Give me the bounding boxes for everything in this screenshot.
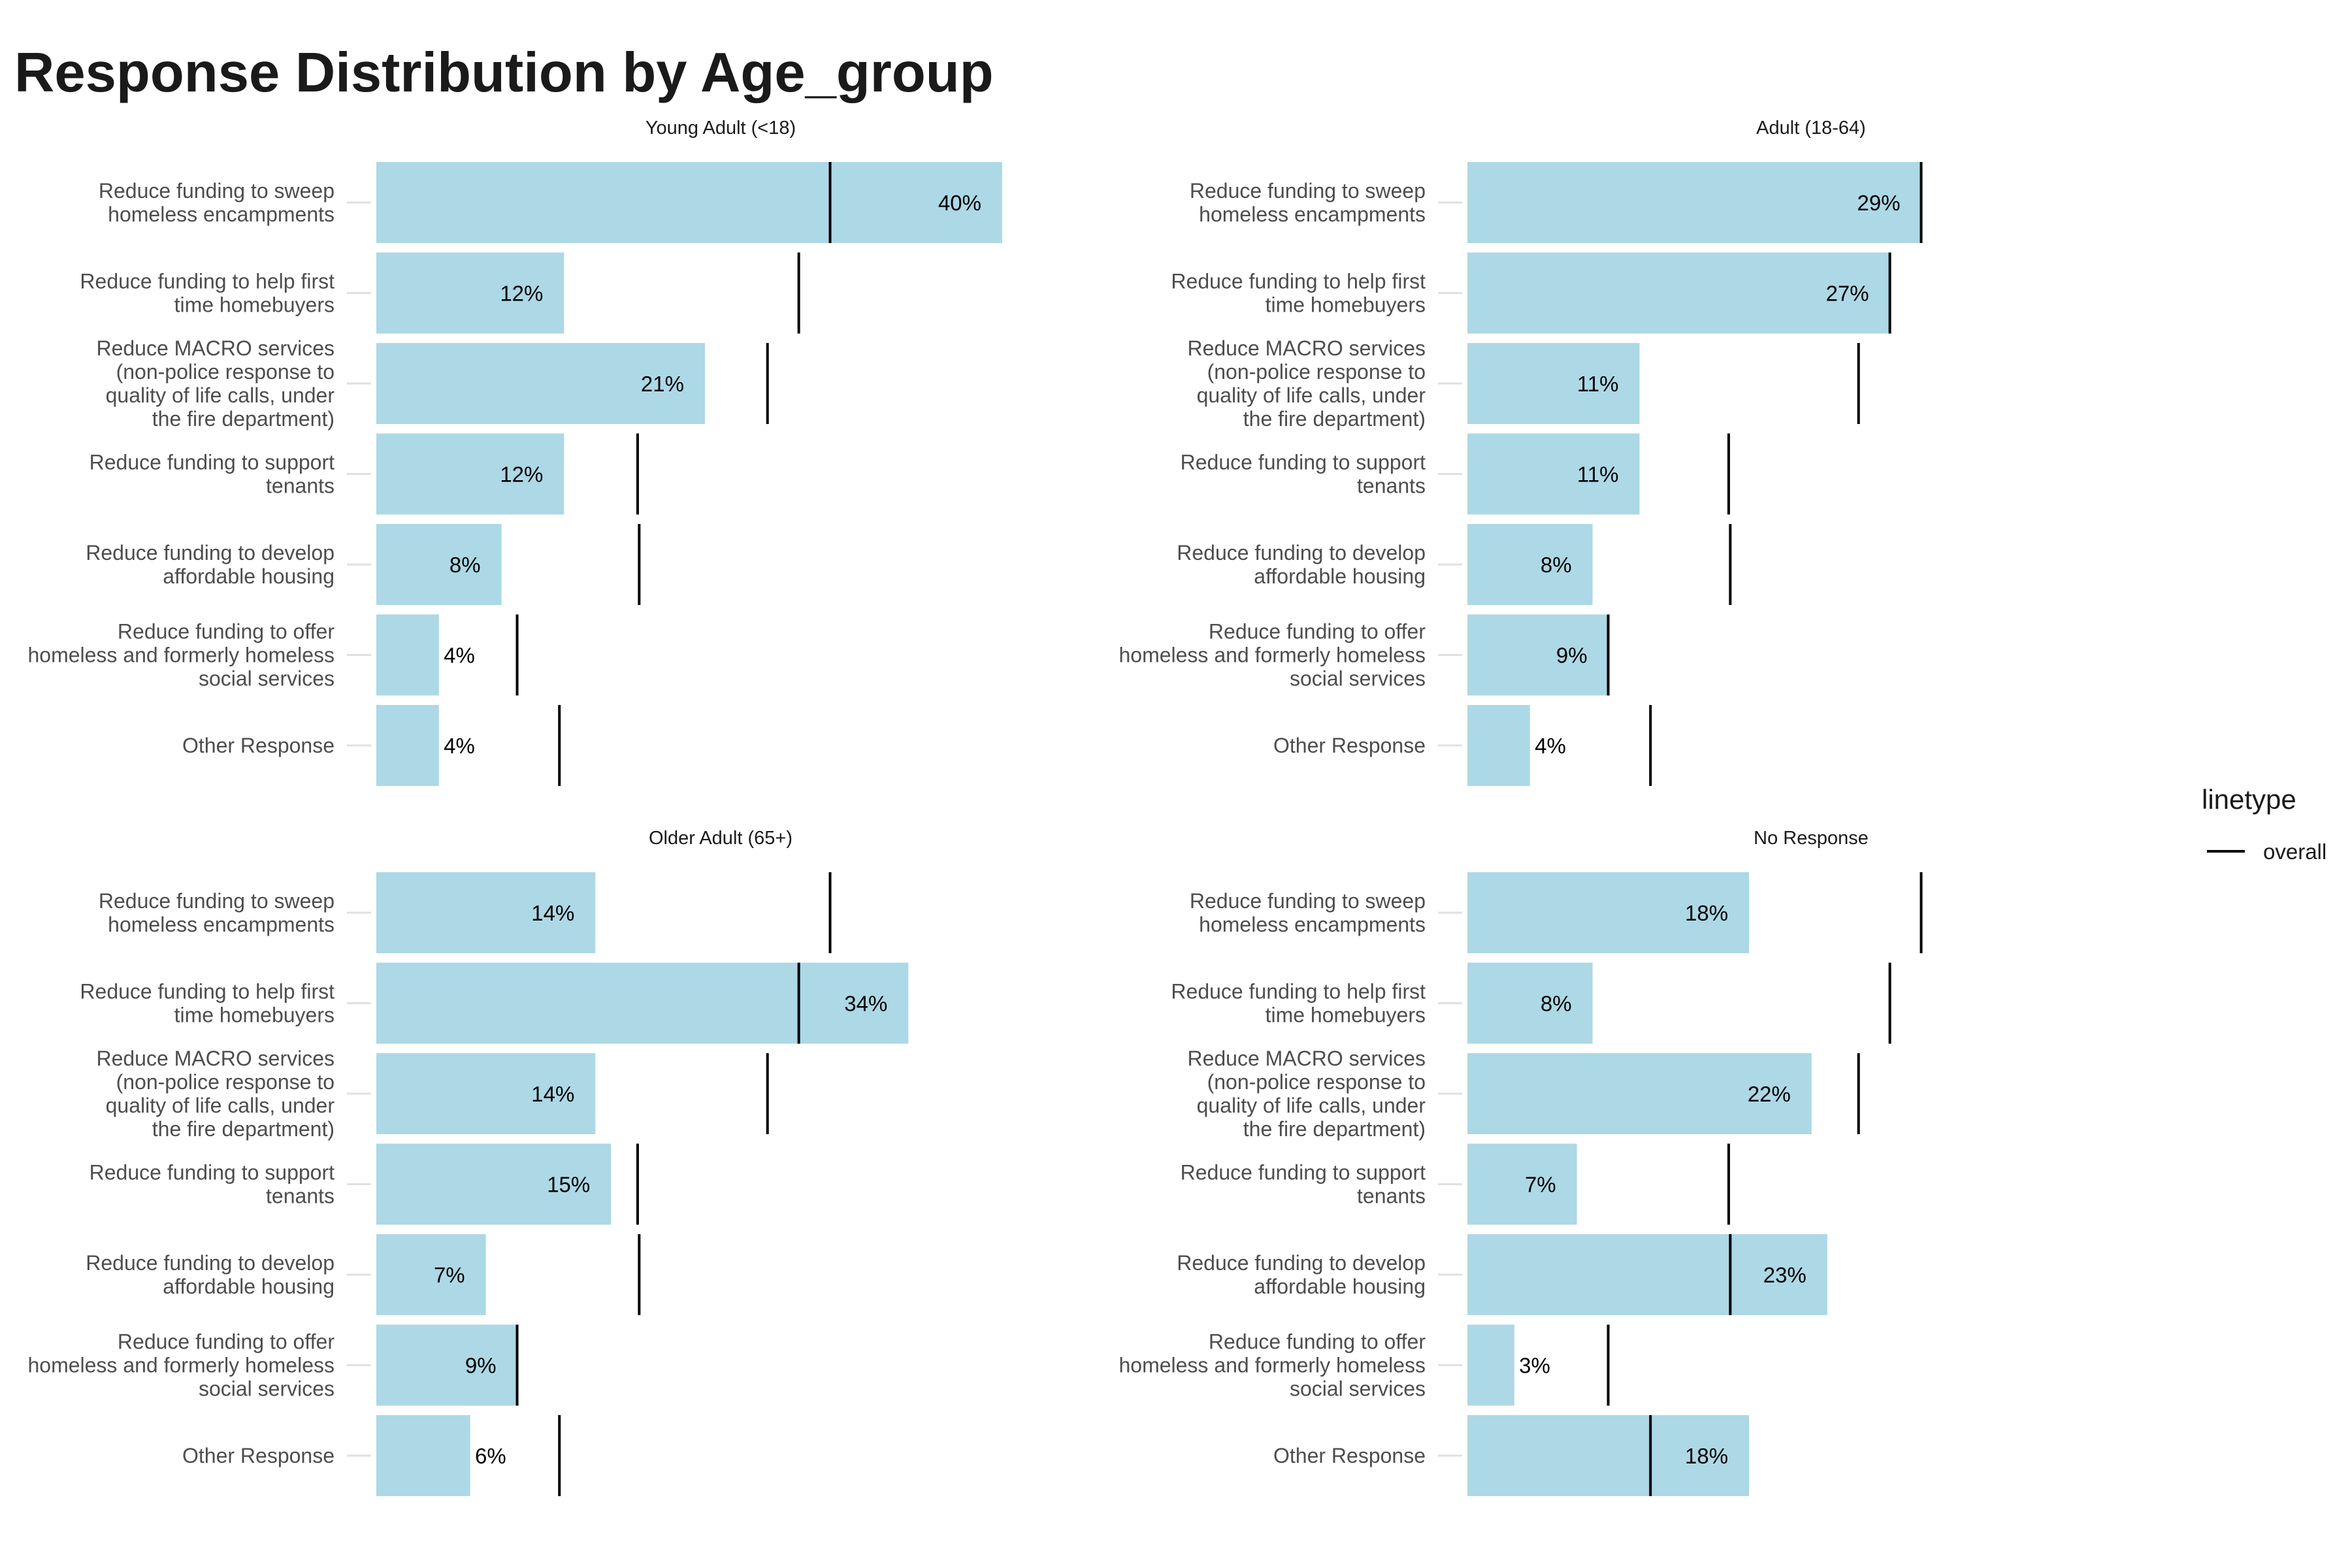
category-label: Reduce funding to sweep homeless encampme… [1190,889,1426,936]
value-label: 29% [1857,191,1900,215]
bar [1467,1324,1514,1406]
value-label: 7% [434,1263,465,1287]
bar [1467,962,1593,1044]
bar [1467,1143,1577,1225]
value-label: 4% [444,734,475,758]
facet-title: Young Adult (<18) [645,118,796,139]
bar [376,1415,470,1496]
category-label: Reduce funding to help first time homebuy… [1171,980,1426,1027]
value-label: 14% [531,901,574,925]
facet-panel: Young Adult (<18) Reduce funding to sweep… [27,118,1002,786]
category-label: Reduce funding to help first time homebuy… [80,270,335,317]
value-label: 23% [1763,1263,1806,1287]
category-label: Reduce funding to offer homeless and form… [27,1330,335,1401]
value-label: 34% [844,992,887,1016]
legend-overall-label: overall [2263,840,2327,864]
category-label: Reduce funding to develop affordable hous… [1177,541,1426,588]
facet-panel: Adult (18-64) Reduce funding to sweep home… [1119,118,1923,786]
category-label: Reduce funding to develop affordable hous… [86,1251,335,1298]
bar [1467,524,1593,605]
category-label: Reduce funding to develop affordable hous… [1177,1251,1426,1298]
bar [376,433,564,515]
value-label: 9% [465,1354,497,1378]
category-label: Reduce funding to offer homeless and form… [27,620,335,691]
category-label: Reduce funding to sweep homeless encampme… [1190,179,1426,226]
category-label: Reduce funding to sweep homeless encampme… [99,179,335,226]
category-label: Reduce MACRO services (non-police respons… [96,1047,335,1141]
bar [1467,614,1609,696]
category-label: Other Response [182,1444,335,1467]
category-label: Reduce funding to develop affordable hous… [86,541,335,588]
bar [376,1324,517,1406]
bar [376,1053,596,1134]
category-label: Reduce MACRO services (non-police respons… [1187,336,1426,431]
category-label: Reduce funding to sweep homeless encampme… [99,889,335,936]
value-label: 8% [449,553,481,577]
value-label: 21% [641,372,684,396]
value-label: 40% [938,191,981,215]
value-label: 4% [1535,734,1566,758]
facet-title: Adult (18-64) [1756,118,1866,139]
value-label: 8% [1541,553,1572,577]
category-label: Other Response [1273,1444,1426,1467]
value-label: 7% [1525,1173,1556,1197]
bar [376,1234,486,1315]
category-label: Reduce funding to support tenants [1181,451,1426,498]
bar [1467,162,1921,243]
bar [1467,1234,1827,1315]
value-label: 12% [500,463,543,487]
value-label: 12% [500,282,543,306]
category-label: Reduce funding to support tenants [1181,1161,1426,1208]
category-label: Reduce funding to help first time homebuy… [80,980,335,1027]
value-label: 27% [1826,282,1869,306]
value-label: 11% [1577,372,1619,396]
value-label: 22% [1748,1082,1791,1106]
bar [1467,252,1890,334]
bar [1467,1415,1750,1496]
value-label: 8% [1541,992,1572,1016]
bar [376,524,502,605]
category-label: Reduce funding to offer homeless and form… [1119,620,1426,691]
chart-title: Response Distribution by Age_group [14,42,994,104]
bar [376,872,596,953]
bar [376,962,909,1044]
value-label: 18% [1685,901,1728,925]
bar [376,252,564,334]
bar [1467,872,1750,953]
bar [1467,433,1640,515]
value-label: 15% [547,1173,590,1197]
category-label: Other Response [182,734,335,757]
bar [376,705,439,786]
value-label: 3% [1519,1354,1550,1378]
facet-panel: Older Adult (65+) Reduce funding to sweep… [27,828,909,1496]
facet-title: No Response [1754,828,1869,849]
bar [376,1143,612,1225]
category-label: Reduce funding to help first time homebuy… [1171,270,1426,317]
value-label: 6% [475,1444,506,1468]
value-label: 9% [1556,644,1588,668]
category-label: Reduce funding to support tenants [90,1161,335,1208]
legend: linetype overall [2202,784,2327,864]
facets: Young Adult (<18) Reduce funding to sweep… [27,118,1923,1496]
bar [1467,705,1530,786]
value-label: 11% [1577,463,1619,487]
value-label: 14% [531,1082,574,1106]
category-label: Reduce funding to support tenants [90,451,335,498]
category-label: Reduce MACRO services (non-police respons… [1187,1047,1426,1141]
category-label: Other Response [1273,734,1426,757]
category-label: Reduce funding to offer homeless and form… [1119,1330,1426,1401]
bar [1467,1053,1812,1134]
category-label: Reduce MACRO services (non-police respons… [96,336,335,431]
bar [376,343,705,424]
bar [376,162,1002,243]
facet-title: Older Adult (65+) [649,828,792,849]
value-label: 18% [1685,1444,1728,1468]
value-label: 4% [444,644,475,668]
bar [1467,343,1640,424]
facet-panel: No Response Reduce funding to sweep homele… [1119,828,1923,1496]
legend-title: linetype [2202,784,2296,815]
bar [376,614,439,696]
